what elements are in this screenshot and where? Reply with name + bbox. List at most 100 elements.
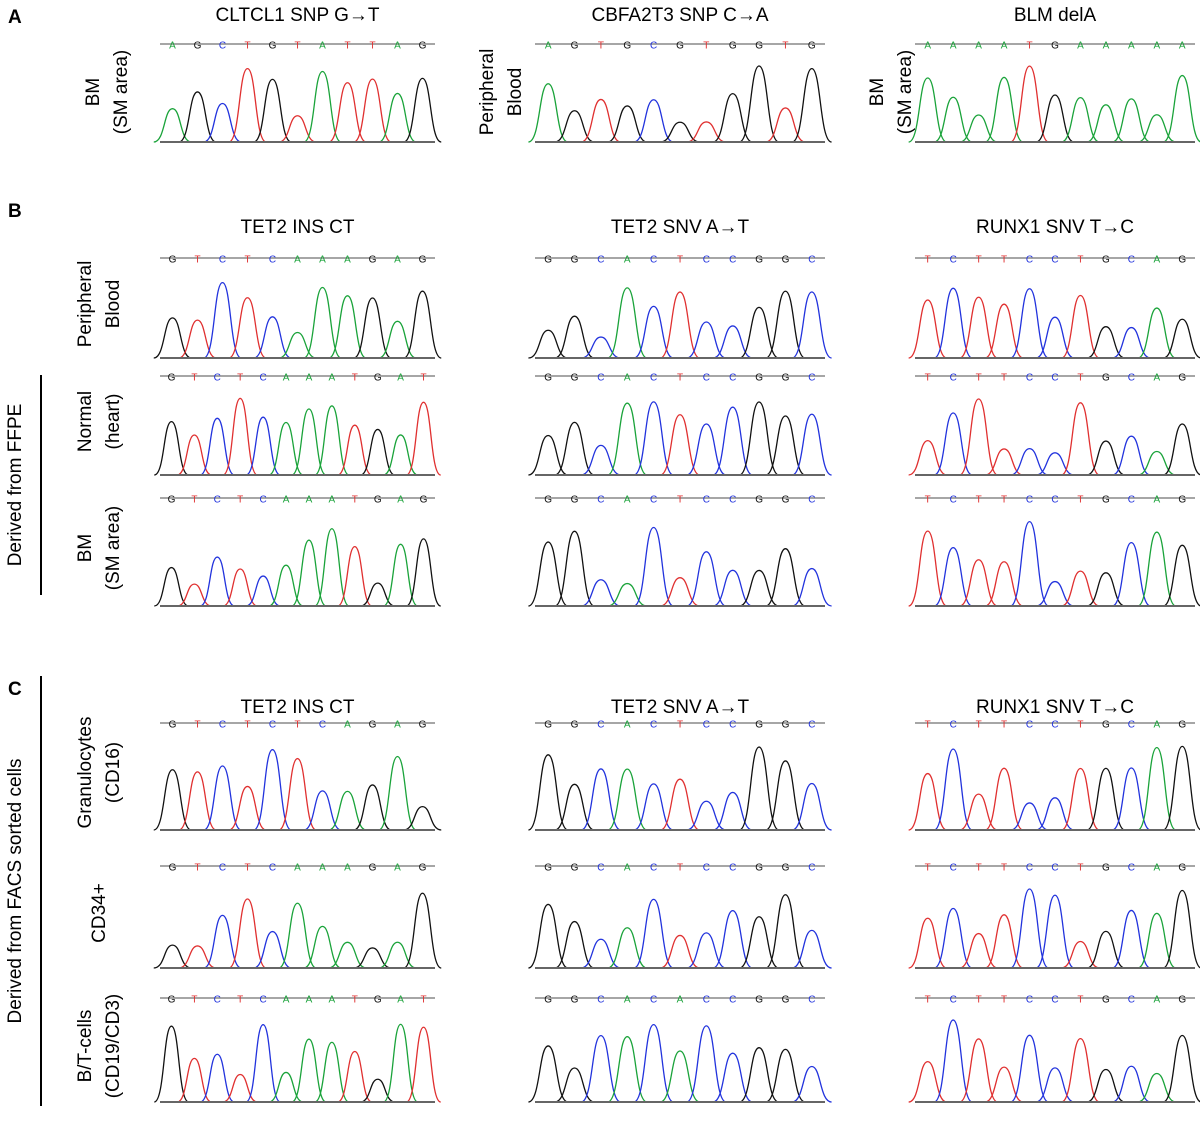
base-call: T	[237, 995, 243, 1006]
base-call: G	[571, 373, 579, 384]
base-call: G	[571, 41, 579, 52]
base-call: A	[1153, 255, 1160, 266]
row-label: (SM area)	[111, 50, 132, 134]
base-call: C	[808, 995, 815, 1006]
base-call: T	[244, 720, 250, 731]
base-call: G	[782, 495, 790, 506]
peak	[1162, 1034, 1200, 1103]
peak	[360, 1078, 396, 1103]
peak	[528, 541, 569, 607]
peak	[528, 329, 569, 359]
trace-title: CLTCL1 SNP G→T	[215, 5, 379, 26]
base-call: C	[1026, 373, 1033, 384]
base-call: T	[925, 720, 931, 731]
base-call: A	[624, 255, 631, 266]
peak	[1010, 288, 1049, 359]
peak	[908, 772, 948, 831]
peak	[1061, 767, 1100, 831]
peak	[1010, 1034, 1049, 1103]
peak	[228, 67, 267, 143]
peak	[528, 903, 569, 969]
base-call: C	[1026, 995, 1033, 1006]
base-call: G	[194, 41, 202, 52]
base-call: G	[571, 255, 579, 266]
base-call: G	[755, 255, 763, 266]
peak	[908, 439, 948, 476]
peak	[607, 582, 648, 607]
base-call: G	[419, 255, 427, 266]
base-call: T	[703, 41, 709, 52]
peak	[378, 92, 417, 143]
base-call: C	[597, 373, 604, 384]
peak	[1061, 402, 1100, 476]
peak	[1010, 65, 1049, 143]
peak	[933, 96, 973, 143]
peak	[765, 894, 806, 969]
base-call: A	[1153, 720, 1160, 731]
peak	[153, 944, 192, 969]
peak	[1137, 531, 1177, 607]
peak	[337, 1050, 373, 1103]
base-call: C	[597, 255, 604, 266]
row-label: Granulocytes	[75, 717, 96, 829]
base-call: C	[1051, 995, 1058, 1006]
base-call: A	[1128, 41, 1135, 52]
base-call: T	[1077, 995, 1083, 1006]
base-call: A	[306, 495, 313, 506]
base-call: G	[169, 720, 177, 731]
peak	[1137, 912, 1177, 969]
base-call: G	[1051, 41, 1059, 52]
peak	[153, 1025, 190, 1103]
peak	[1086, 104, 1126, 143]
peak	[580, 98, 621, 143]
peak	[1112, 326, 1151, 359]
base-call: A	[344, 863, 351, 874]
base-call: A	[319, 255, 326, 266]
base-call: A	[975, 41, 982, 52]
base-call: C	[808, 720, 815, 731]
base-call: C	[950, 255, 957, 266]
peak	[383, 543, 419, 607]
peak	[554, 110, 595, 143]
peak	[353, 78, 392, 143]
peak	[933, 748, 973, 831]
peak	[959, 1038, 999, 1103]
group-label: Derived from FFPE	[5, 404, 26, 567]
base-call: C	[260, 373, 267, 384]
peak	[405, 1026, 442, 1103]
peak	[268, 564, 304, 607]
base-call: A	[1153, 995, 1160, 1006]
base-call: C	[1051, 495, 1058, 506]
peak	[739, 1047, 780, 1103]
peak	[378, 755, 417, 831]
peak	[633, 401, 674, 476]
peak	[633, 99, 674, 143]
base-call: T	[1077, 255, 1083, 266]
peak	[291, 539, 327, 607]
row-label: BM	[83, 78, 104, 107]
base-call: C	[950, 373, 957, 384]
peak	[528, 83, 569, 143]
base-call: T	[1001, 995, 1007, 1006]
column-title: RUNX1 SNV T→C	[976, 697, 1134, 718]
peak	[203, 914, 242, 969]
base-call: T	[1077, 863, 1083, 874]
base-call: A	[294, 255, 301, 266]
row-label: (heart)	[103, 394, 124, 450]
peak	[686, 800, 727, 831]
base-call: T	[352, 995, 358, 1006]
base-call: T	[191, 995, 197, 1006]
base-call: G	[755, 863, 763, 874]
peak	[153, 317, 192, 359]
peak	[1112, 1065, 1151, 1103]
base-call: C	[808, 495, 815, 506]
peak	[353, 784, 392, 831]
peak	[382, 1023, 419, 1103]
base-call: A	[1153, 373, 1160, 384]
base-call: G	[755, 720, 763, 731]
peak	[178, 771, 217, 831]
peak	[633, 526, 674, 607]
peak	[199, 556, 235, 607]
base-call: T	[344, 41, 350, 52]
peak	[303, 70, 342, 143]
